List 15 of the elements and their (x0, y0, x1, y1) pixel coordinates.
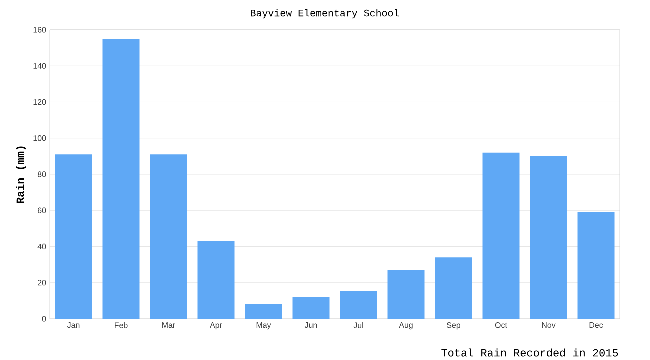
y-axis-title: Rain (mm) (16, 146, 26, 204)
bar (435, 258, 472, 319)
text: Total Rain Recorded in 2015 (442, 348, 618, 357)
bar (150, 154, 188, 319)
bar (388, 270, 425, 319)
bar (482, 152, 520, 319)
chart-title: Bayview Elementary School (251, 9, 400, 19)
bar (292, 297, 330, 319)
bar (55, 154, 92, 319)
bar (578, 212, 615, 319)
bar (198, 241, 235, 319)
bar (530, 156, 568, 319)
bar (102, 39, 140, 319)
bar (340, 291, 378, 319)
bar (245, 304, 282, 319)
